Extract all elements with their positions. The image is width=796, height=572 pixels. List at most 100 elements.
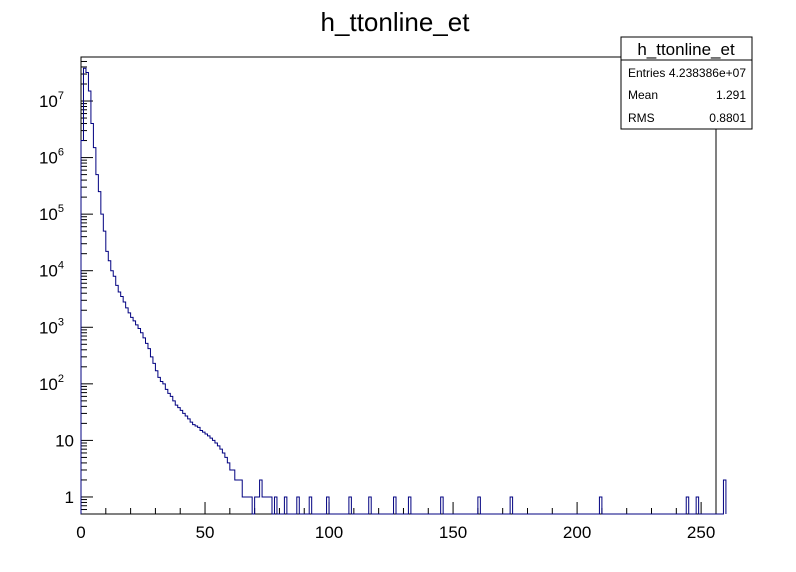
histogram-bin — [212, 440, 214, 514]
stats-box: h_ttonline_et Entries 4.238386e+07 Mean … — [620, 36, 753, 130]
histogram-bin — [103, 231, 105, 514]
histogram-bin — [91, 124, 93, 514]
x-tick-label: 50 — [196, 523, 215, 542]
histogram-bin — [237, 480, 239, 514]
histogram-bin — [260, 480, 262, 514]
y-tick-label: 105 — [39, 203, 64, 224]
histogram-bin — [101, 214, 103, 514]
histogram-bin — [81, 141, 83, 514]
histogram-bin — [118, 292, 120, 514]
stats-rms-label: RMS — [628, 111, 655, 125]
histogram-bin — [394, 497, 396, 514]
histogram-bin — [163, 384, 165, 514]
histogram-bin — [178, 408, 180, 514]
histogram-bin — [141, 333, 143, 514]
stats-entries-value: 4.238386e+07 — [669, 66, 746, 80]
histogram-bin — [267, 497, 269, 514]
histogram-bin — [369, 497, 371, 514]
stats-mean-label: Mean — [628, 88, 658, 102]
histogram-bin — [284, 497, 286, 514]
histogram-bin — [686, 497, 688, 514]
histogram-bin — [93, 148, 95, 514]
histogram-bin — [441, 497, 443, 514]
histogram-bin — [478, 497, 480, 514]
histogram-bin — [696, 497, 698, 514]
histogram-bin — [158, 377, 160, 514]
y-tick-label: 104 — [39, 260, 64, 281]
stats-title: h_ttonline_et — [637, 40, 735, 59]
y-tick-label: 106 — [39, 147, 64, 168]
histogram-bin — [113, 276, 115, 514]
y-tick-base: 10 — [39, 262, 58, 281]
y-tick-base: 10 — [39, 375, 58, 394]
histogram-bin — [242, 497, 244, 514]
histogram-bin — [170, 396, 172, 514]
histogram-bin — [153, 363, 155, 514]
histogram-bin — [247, 497, 249, 514]
histogram-bin — [230, 470, 232, 514]
histogram-bin — [297, 497, 299, 514]
histogram-series — [80, 67, 727, 515]
y-tick-label: 103 — [39, 316, 64, 337]
histogram-bin — [222, 453, 224, 514]
histogram-bin — [195, 426, 197, 514]
histogram-bin — [138, 329, 140, 514]
histogram-bin — [180, 410, 182, 514]
y-tick-label: 1 — [65, 488, 74, 507]
histogram-bin — [155, 371, 157, 514]
histogram-bin — [309, 497, 311, 514]
histogram-bin — [200, 430, 202, 514]
x-tick-label: 150 — [439, 523, 467, 542]
histogram-bin — [111, 271, 113, 514]
histogram-bin — [116, 285, 118, 514]
histogram-bin — [133, 321, 135, 514]
histogram-bin — [136, 325, 138, 514]
histogram-bin — [123, 302, 125, 514]
x-tick-label: 100 — [315, 523, 343, 542]
stats-box-frame — [620, 36, 753, 130]
histogram-bin — [225, 457, 227, 514]
x-tick-label: 250 — [687, 523, 715, 542]
y-tick-label: 10 — [55, 431, 74, 450]
histogram-bin — [723, 480, 725, 514]
y-tick-base: 10 — [55, 431, 74, 450]
histogram-bin — [203, 432, 205, 514]
histogram-bin — [168, 393, 170, 514]
histogram-bin — [408, 497, 410, 514]
histogram-bin — [143, 338, 145, 514]
histogram-bin — [208, 436, 210, 514]
histogram-bin — [83, 68, 85, 514]
histogram-bin — [148, 349, 150, 514]
stats-rms-value: 0.8801 — [709, 111, 746, 125]
histogram-bin — [185, 416, 187, 514]
histogram-bin — [108, 261, 110, 514]
histogram-bin — [86, 72, 88, 514]
histogram-bin — [145, 343, 147, 514]
histogram-bin — [255, 497, 257, 514]
histogram-bin — [274, 497, 276, 514]
histogram-bin — [190, 422, 192, 514]
histogram-bin — [128, 313, 130, 514]
histogram-bin — [599, 497, 601, 514]
histogram-bin — [262, 497, 264, 514]
histogram-bin — [235, 480, 237, 514]
histogram-bin — [88, 91, 90, 514]
y-tick-base: 10 — [39, 92, 58, 111]
histogram-bin — [245, 497, 247, 514]
histogram-bin — [250, 497, 252, 514]
histogram-bin — [96, 175, 98, 514]
y-tick-label: 107 — [39, 90, 64, 111]
histogram-bin — [121, 297, 123, 514]
y-tick-label: 102 — [39, 373, 64, 394]
histogram-bin — [131, 317, 133, 514]
histogram-bin — [270, 497, 272, 514]
histogram-bin — [126, 308, 128, 514]
y-tick-base: 10 — [39, 318, 58, 337]
y-tick-exponent: 6 — [58, 147, 64, 159]
y-tick-exponent: 5 — [58, 203, 64, 215]
y-tick-exponent: 4 — [58, 260, 64, 272]
histogram-bin — [173, 401, 175, 514]
x-tick-label: 200 — [563, 523, 591, 542]
histogram-bin — [510, 497, 512, 514]
